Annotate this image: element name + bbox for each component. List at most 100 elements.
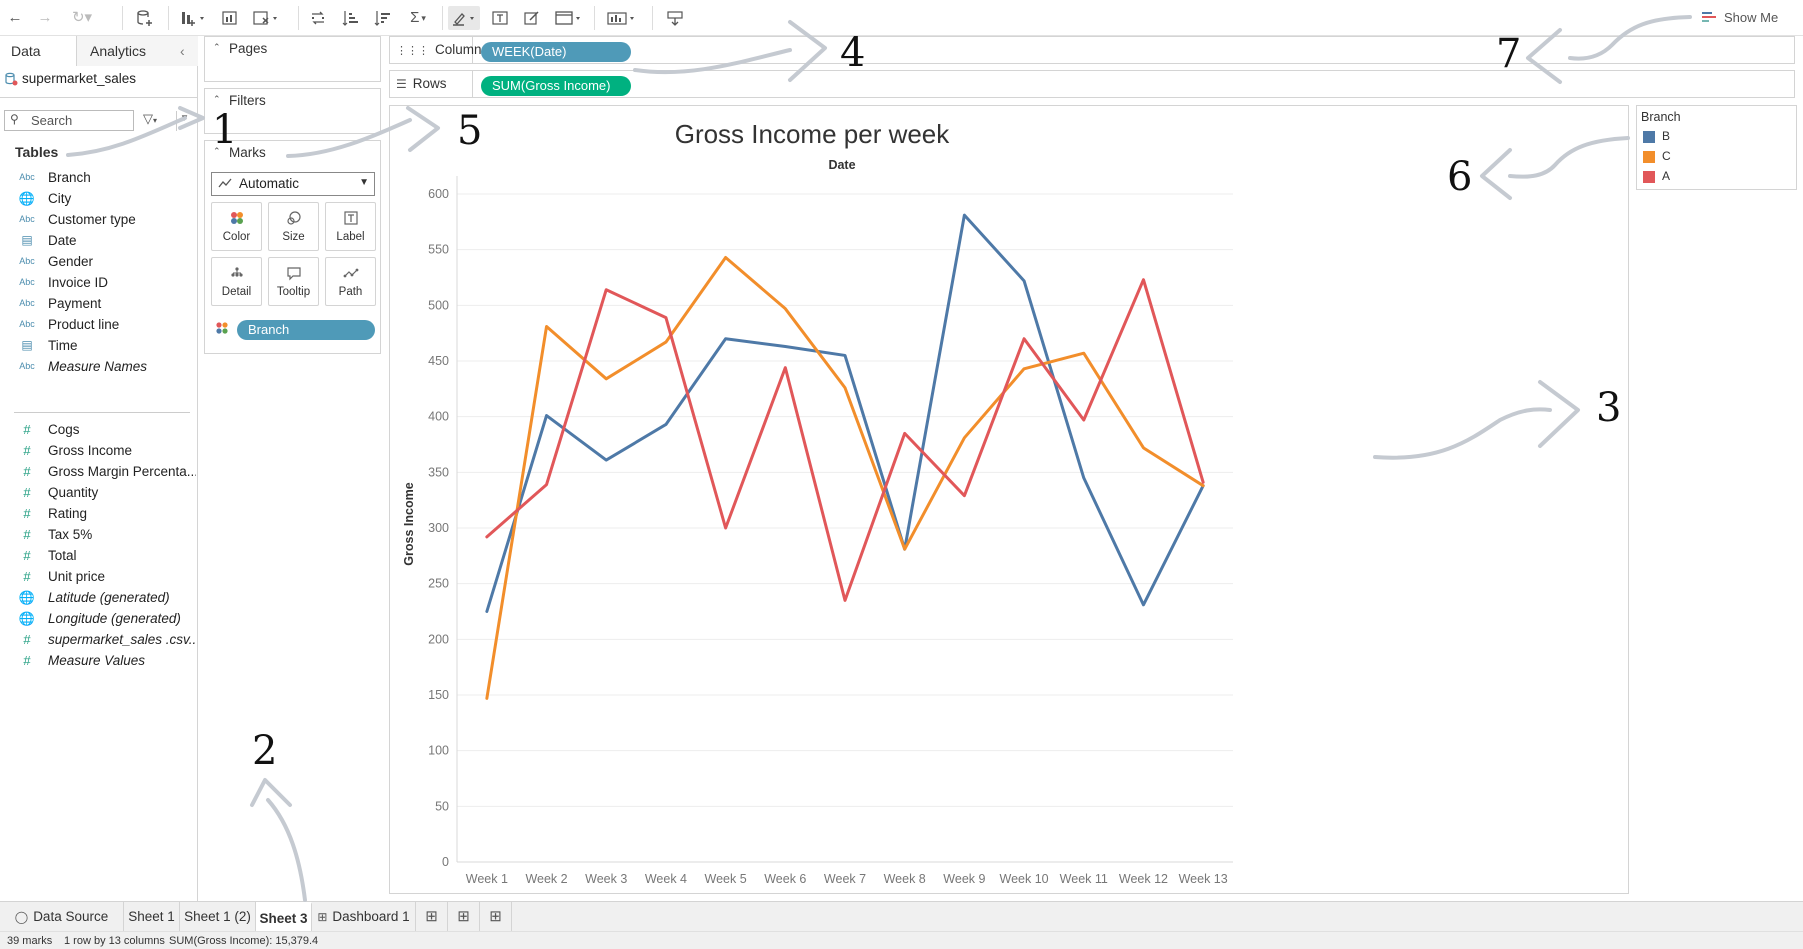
rows-shelf[interactable]: ☰ Rows SUM(Gross Income) [389, 70, 1795, 98]
x-tick-label[interactable]: Week 8 [884, 872, 926, 886]
new-datasource-icon[interactable] [132, 6, 156, 30]
field-item[interactable]: Abc Measure Names [0, 356, 197, 377]
present-icon[interactable] [662, 6, 688, 30]
totals-icon[interactable]: Σ ▾ [410, 9, 426, 26]
sum-gross-income-pill[interactable]: SUM(Gross Income) [481, 76, 631, 96]
series-lines[interactable] [485, 213, 1205, 700]
x-tick-label[interactable]: Week 6 [764, 872, 806, 886]
field-item[interactable]: # Quantity [0, 482, 197, 503]
tab-sheet-3[interactable]: Sheet 3 [256, 902, 312, 931]
branch-color-pill[interactable]: Branch [237, 320, 375, 340]
x-tick-label[interactable]: Week 7 [824, 872, 866, 886]
filters-card[interactable]: ⌃ Filters [204, 88, 381, 134]
sort-desc-icon[interactable] [370, 6, 394, 30]
fit-icon[interactable] [552, 6, 586, 30]
detail-button[interactable]: Detail [211, 257, 262, 306]
line-chart[interactable]: Gross Income per week Date Gross Income … [390, 106, 1628, 893]
legend-item[interactable]: A [1643, 168, 1783, 186]
chevron-up-icon[interactable]: ⌃ [213, 94, 221, 104]
mark-type-select[interactable]: Automatic ▼ [211, 172, 375, 196]
field-item[interactable]: # Cogs [0, 419, 197, 440]
number-type-icon: # [23, 464, 31, 479]
series-line-branch-c[interactable] [485, 255, 1205, 700]
color-button[interactable]: Color [211, 202, 262, 251]
chevron-up-icon[interactable]: ⌃ [213, 42, 221, 52]
x-tick-label[interactable]: Week 2 [525, 872, 567, 886]
tab-sheet-1-2[interactable]: Sheet 1 (2) [180, 902, 256, 931]
tab-data-source[interactable]: ◯ Data Source [0, 902, 124, 931]
series-line-branch-a[interactable] [485, 278, 1205, 602]
x-tick-label[interactable]: Week 3 [585, 872, 627, 886]
tab-data[interactable]: Data [0, 36, 77, 66]
field-item[interactable]: # Gross Margin Percenta... [0, 461, 197, 482]
x-tick-label[interactable]: Week 5 [705, 872, 747, 886]
back-icon[interactable]: ← [7, 9, 23, 26]
x-tick-label[interactable]: Week 13 [1179, 872, 1228, 886]
field-item[interactable]: Abc Product line [0, 314, 197, 335]
field-item[interactable]: 🌐 City [0, 188, 197, 209]
tab-analytics[interactable]: Analytics [77, 36, 198, 66]
new-worksheet-icon[interactable] [178, 6, 208, 30]
field-item[interactable]: # Rating [0, 503, 197, 524]
new-dashboard-tab-icon[interactable]: ⊞ [448, 902, 480, 931]
search-placeholder: Search [31, 113, 73, 128]
clear-icon[interactable] [250, 6, 282, 30]
swap-icon[interactable] [306, 6, 330, 30]
x-tick-label[interactable]: Week 4 [645, 872, 687, 886]
field-item[interactable]: ▤ Date [0, 230, 197, 251]
highlight-icon[interactable] [448, 6, 480, 30]
legend-item[interactable]: B [1643, 128, 1783, 146]
gridlines [457, 193, 1233, 863]
x-tick-label[interactable]: Week 12 [1119, 872, 1168, 886]
field-item[interactable]: # supermarket_sales .csv... [0, 629, 197, 650]
field-item[interactable]: ▤ Time [0, 335, 197, 356]
field-item[interactable]: # Measure Values [0, 650, 197, 671]
new-story-tab-icon[interactable]: ⊞ [480, 902, 512, 931]
filter-fields-icon[interactable]: ▽▾ [142, 111, 157, 126]
pages-card[interactable]: ⌃ Pages [204, 36, 381, 82]
field-item[interactable]: Abc Branch [0, 167, 197, 188]
show-cards-icon[interactable] [604, 6, 640, 30]
x-tick-label[interactable]: Week 11 [1060, 872, 1108, 886]
field-item[interactable]: # Tax 5% [0, 524, 197, 545]
format-icon[interactable] [520, 6, 544, 30]
legend-title: Branch [1641, 110, 1681, 124]
series-line-branch-b[interactable] [485, 213, 1205, 613]
show-me-button[interactable]: Show Me [1700, 6, 1796, 30]
tab-sheet-1[interactable]: Sheet 1 [124, 902, 180, 931]
duplicate-icon[interactable] [218, 6, 242, 30]
columns-shelf[interactable]: ⋮⋮⋮ Columns WEEK(Date) [389, 36, 1795, 64]
label-button[interactable]: Label [325, 202, 376, 251]
week-date-pill[interactable]: WEEK(Date) [481, 42, 631, 62]
chevron-up-icon[interactable]: ⌃ [213, 146, 221, 156]
tab-dashboard-1[interactable]: ⊞ Dashboard 1 [312, 902, 416, 931]
field-item[interactable]: 🌐 Latitude (generated) [0, 587, 197, 608]
new-worksheet-tab-icon[interactable]: ⊞ [416, 902, 448, 931]
y-tick-label: 400 [428, 410, 449, 424]
field-item[interactable]: # Total [0, 545, 197, 566]
x-tick-label[interactable]: Week 9 [943, 872, 985, 886]
field-item[interactable]: # Unit price [0, 566, 197, 587]
sheet-tabs: ◯ Data Source Sheet 1 Sheet 1 (2) Sheet 3… [0, 901, 1803, 931]
field-item[interactable]: Abc Customer type [0, 209, 197, 230]
path-button[interactable]: Path [325, 257, 376, 306]
tooltip-button[interactable]: Tooltip [268, 257, 319, 306]
collapse-pane-icon[interactable]: ‹ [180, 36, 198, 66]
forward-icon[interactable]: → [37, 9, 53, 26]
label-icon[interactable] [488, 6, 512, 30]
legend-item[interactable]: C [1643, 148, 1783, 166]
field-item[interactable]: Abc Payment [0, 293, 197, 314]
field-item[interactable]: Abc Gender [0, 251, 197, 272]
field-name: Invoice ID [48, 275, 109, 290]
search-input[interactable]: ⚲ Search [4, 110, 134, 131]
field-item[interactable]: # Gross Income [0, 440, 197, 461]
redo-icon[interactable]: ↻▾ [71, 9, 93, 26]
x-tick-label[interactable]: Week 10 [1000, 872, 1049, 886]
field-item[interactable]: Abc Invoice ID [0, 272, 197, 293]
field-item[interactable]: 🌐 Longitude (generated) [0, 608, 197, 629]
datasource-name[interactable]: supermarket_sales [22, 71, 137, 86]
size-button[interactable]: Size [268, 202, 319, 251]
sort-asc-icon[interactable] [338, 6, 362, 30]
x-tick-label[interactable]: Week 1 [466, 872, 508, 886]
